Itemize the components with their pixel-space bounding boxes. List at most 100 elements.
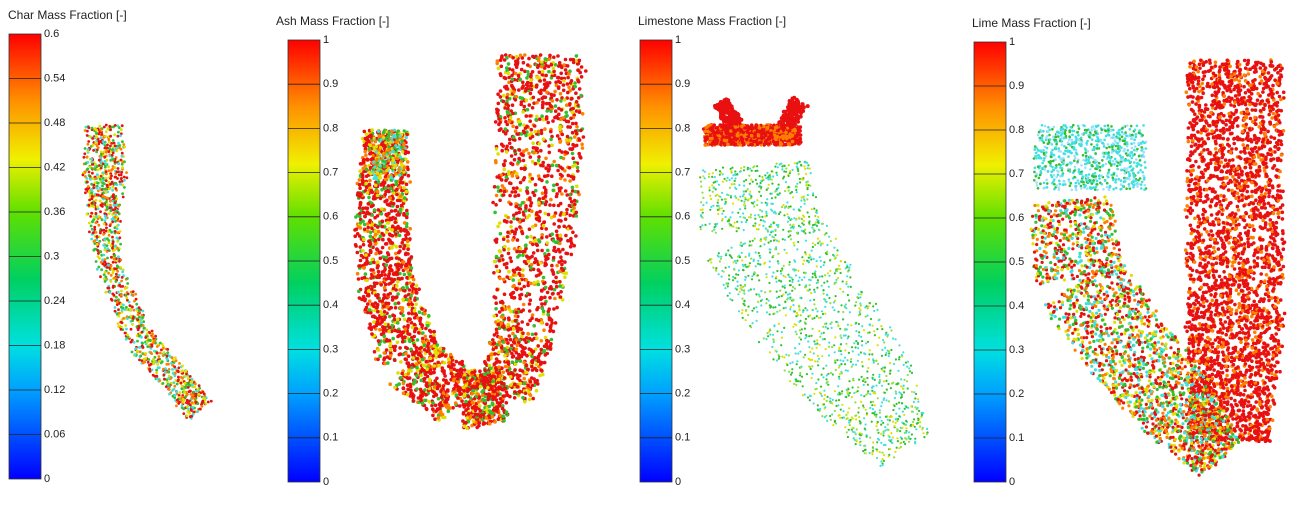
particle: [106, 237, 109, 240]
particle: [151, 335, 154, 338]
particle: [177, 376, 180, 379]
particle: [114, 145, 117, 148]
particle: [100, 157, 103, 160]
particle: [120, 128, 123, 131]
particle: [537, 283, 541, 287]
particle: [529, 155, 533, 159]
particle: [113, 197, 116, 200]
particle: [126, 317, 129, 320]
particle: [141, 331, 144, 334]
particle: [201, 400, 204, 403]
particle: [521, 268, 525, 272]
particle: [146, 341, 149, 344]
particle: [576, 62, 580, 66]
particle: [540, 236, 544, 240]
particle: [374, 252, 378, 256]
particle: [153, 339, 156, 342]
particle: [413, 330, 417, 334]
particle: [560, 66, 564, 70]
particle: [120, 177, 123, 180]
particle: [99, 204, 102, 207]
particle: [180, 370, 183, 373]
particle: [175, 359, 178, 362]
particle: [519, 54, 523, 58]
particle: [107, 165, 110, 168]
particle: [146, 332, 149, 335]
particle: [141, 314, 144, 317]
particle: [513, 396, 517, 400]
particle: [184, 382, 187, 385]
particle: [107, 127, 110, 130]
particle: [101, 258, 104, 261]
particle: [139, 355, 142, 358]
particle: [124, 324, 127, 327]
particle: [584, 69, 588, 73]
particle: [531, 106, 535, 110]
particle: [173, 365, 176, 368]
particle: [495, 194, 499, 198]
particle: [545, 180, 549, 184]
particle: [556, 54, 560, 58]
particle: [138, 326, 141, 329]
particle: [102, 172, 105, 175]
particle: [182, 401, 185, 404]
particle: [515, 250, 519, 254]
particle: [106, 144, 109, 147]
particle: [111, 168, 114, 171]
particle: [126, 277, 129, 280]
particle: [458, 404, 462, 408]
particle: [540, 179, 544, 183]
particle: [545, 323, 549, 327]
particle: [358, 183, 362, 187]
particle: [569, 245, 573, 249]
particle: [507, 247, 511, 251]
particle: [121, 276, 124, 279]
particle: [131, 306, 134, 309]
particle: [139, 350, 142, 353]
particle: [106, 197, 109, 200]
particle: [117, 291, 120, 294]
particle: [393, 318, 397, 322]
particle: [568, 204, 572, 208]
particle: [510, 146, 514, 150]
particle: [520, 320, 524, 324]
particle: [110, 265, 113, 268]
particle: [182, 412, 185, 415]
particle: [541, 192, 545, 196]
particle: [118, 315, 121, 318]
particle: [111, 247, 114, 250]
particle: [121, 155, 124, 158]
particle: [557, 80, 561, 84]
particle: [168, 388, 171, 391]
particle: [132, 294, 135, 297]
particle: [125, 171, 128, 174]
particle: [528, 114, 532, 118]
particle: [96, 173, 99, 176]
particle: [117, 266, 120, 269]
particle: [121, 140, 124, 143]
particle: [552, 307, 556, 311]
particle: [121, 166, 124, 169]
particle: [109, 135, 112, 138]
particle: [544, 203, 548, 207]
particle: [517, 193, 521, 197]
particle: [559, 92, 563, 96]
particle: [138, 306, 141, 309]
particle: [498, 250, 502, 254]
particle: [547, 164, 551, 168]
particle: [505, 266, 509, 270]
particle: [571, 143, 575, 147]
particle: [556, 134, 560, 138]
particle: [494, 120, 498, 124]
particle: [194, 382, 197, 385]
particle: [131, 323, 134, 326]
particle: [171, 389, 174, 392]
particle: [542, 137, 546, 141]
particle: [175, 390, 178, 393]
particle: [108, 169, 111, 172]
particle: [113, 133, 116, 136]
particle: [82, 174, 85, 177]
particle: [354, 215, 358, 219]
particle: [97, 255, 100, 258]
particle: [544, 194, 548, 198]
